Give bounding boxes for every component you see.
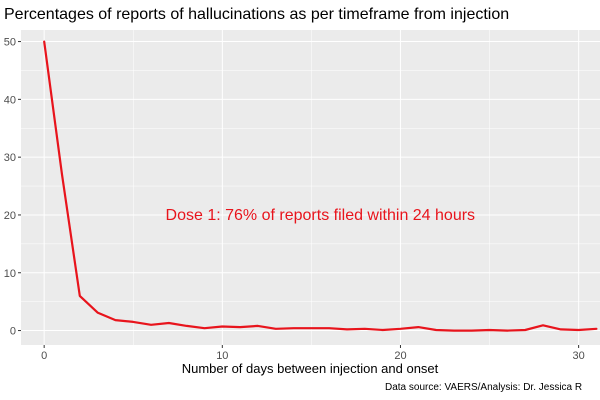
y-tick-label-0: 0 <box>10 326 16 338</box>
series-line-0 <box>43 40 598 332</box>
x-axis-label: Number of days between injection and ons… <box>182 361 439 376</box>
x-axis-ticks: 0 10 20 30 <box>41 345 585 362</box>
plot-panel <box>21 30 600 345</box>
x-tick-label-0: 0 <box>41 350 47 362</box>
x-tick-label-30: 30 <box>572 350 584 362</box>
y-tick-label-30: 30 <box>4 152 16 164</box>
series-layer <box>43 40 598 332</box>
minor-gridlines <box>21 30 600 345</box>
y-tick-label-50: 50 <box>4 37 16 49</box>
x-tick-label-10: 10 <box>216 350 228 362</box>
y-tick-label-20: 20 <box>4 210 16 222</box>
data-source-caption: Data source: VAERS/Analysis: Dr. Jessica… <box>385 382 582 393</box>
y-tick-label-10: 10 <box>4 268 16 280</box>
y-axis-ticks: 0 10 20 30 40 50 <box>4 37 21 338</box>
x-tick-label-20: 20 <box>394 350 406 362</box>
dose-annotation: Dose 1: 76% of reports filed within 24 h… <box>166 207 476 224</box>
major-gridlines <box>21 30 600 345</box>
chart-title: Percentages of reports of hallucinations… <box>4 6 509 23</box>
y-tick-label-40: 40 <box>4 94 16 106</box>
